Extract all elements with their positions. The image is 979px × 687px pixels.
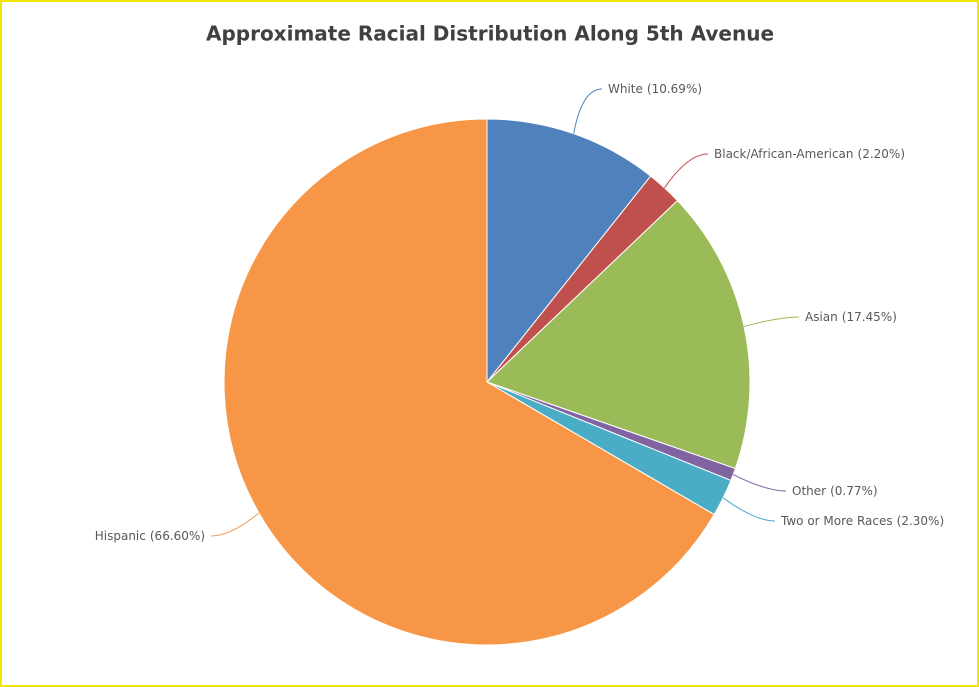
leader-line [743,316,800,327]
leader-line [722,497,776,522]
data-label: Hispanic (66.60%) [95,529,205,543]
label-value: (66.60%) [150,529,205,543]
label-category: Two or More Races [780,514,893,528]
data-label: Black/African-American (2.20%) [714,147,905,161]
label-value: (0.77%) [830,484,877,498]
label-value: (2.20%) [858,147,905,161]
leader-line [664,153,709,189]
label-category: Hispanic [95,529,146,543]
label-category: Black/African-American [714,147,854,161]
data-label: Other (0.77%) [792,484,878,498]
label-category: Asian [805,310,838,324]
chart-title: Approximate Racial Distribution Along 5t… [206,22,774,46]
label-value: (2.30%) [897,514,944,528]
leader-line [573,88,603,134]
label-category: White [608,82,643,96]
data-label: White (10.69%) [608,82,702,96]
data-label: Two or More Races (2.30%) [780,514,944,528]
label-value: (10.69%) [647,82,702,96]
pie-slice [486,199,751,470]
data-label: Asian (17.45%) [805,310,897,324]
leader-line [210,512,260,537]
leader-line [732,474,787,492]
label-category: Other [792,484,826,498]
label-value: (17.45%) [842,310,897,324]
